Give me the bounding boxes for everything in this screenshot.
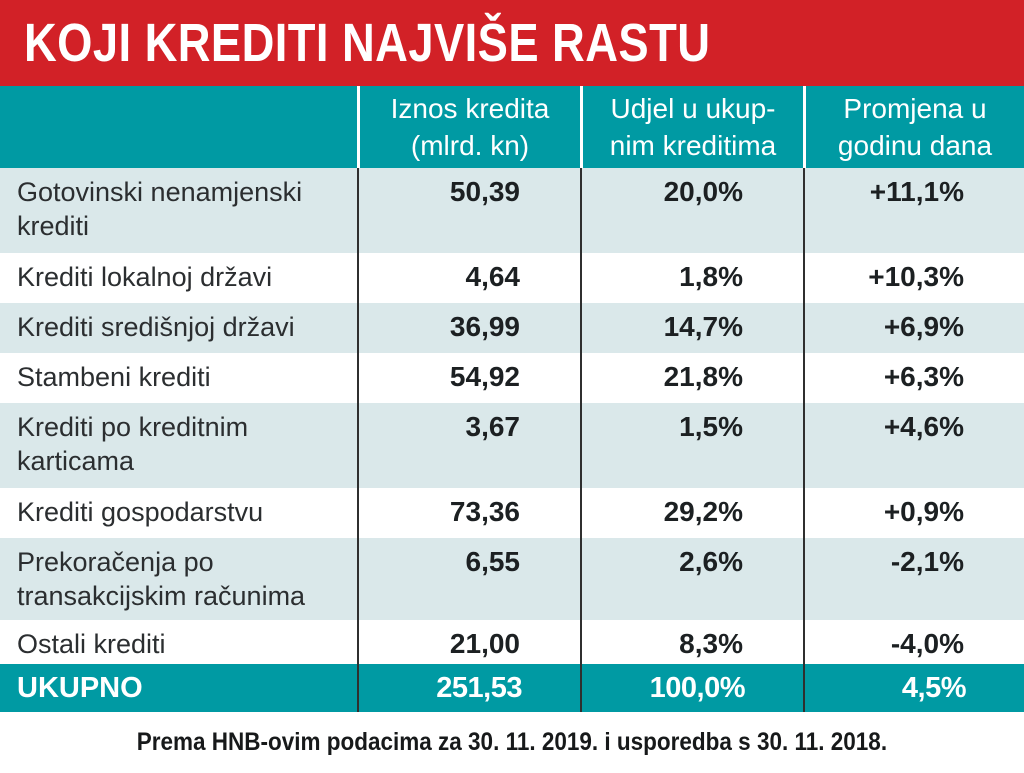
header-cell-empty	[0, 86, 357, 168]
header-share-line2: nim kreditima	[609, 130, 777, 161]
header-cell-amount: Iznos kredita (mlrd. kn)	[357, 86, 580, 168]
row-label: Gotovinski nenamjenski krediti	[17, 177, 303, 241]
row-change: +4,6%	[803, 403, 1024, 488]
header-amount-line2: (mlrd. kn)	[410, 130, 530, 161]
row-change: +6,9%	[803, 303, 1024, 353]
row-amount: 54,92	[357, 353, 580, 403]
row-amount: 3,67	[357, 403, 580, 488]
row-label: Ostali krediti	[17, 629, 166, 659]
row-share: 14,7%	[580, 303, 803, 353]
table-row: Prekoračenja po transakcijskim računima …	[0, 538, 1024, 620]
header-amount-line1: Iznos kredita	[390, 93, 550, 124]
row-amount: 50,39	[357, 168, 580, 253]
row-amount: 6,55	[357, 538, 580, 620]
table-row: Stambeni krediti 54,92 21,8% +6,3%	[0, 353, 1024, 403]
row-change: +11,1%	[803, 168, 1024, 253]
row-share: 8,3%	[580, 620, 803, 664]
row-label: Krediti lokalnoj državi	[17, 262, 273, 292]
title-banner: KOJI KREDITI NAJVIŠE RASTU	[0, 0, 1024, 86]
row-amount: 4,64	[357, 253, 580, 303]
row-share: 21,8%	[580, 353, 803, 403]
page-title: KOJI KREDITI NAJVIŠE RASTU	[24, 13, 711, 73]
row-change: +0,9%	[803, 488, 1024, 538]
table-row: Krediti lokalnoj državi 4,64 1,8% +10,3%	[0, 253, 1024, 303]
row-change: -2,1%	[803, 538, 1024, 620]
header-share-line1: Udjel u ukup-	[610, 93, 776, 124]
source-note-text: Prema HNB-ovim podacima za 30. 11. 2019.…	[136, 728, 888, 756]
row-share: 2,6%	[580, 538, 803, 620]
header-cell-share: Udjel u ukup- nim kreditima	[580, 86, 803, 168]
header-change-line1: Promjena u	[843, 93, 987, 124]
row-change: -4,0%	[803, 620, 1024, 664]
total-change: 4,5%	[803, 664, 1024, 712]
table-row: Krediti središnjoj državi 36,99 14,7% +6…	[0, 303, 1024, 353]
table-row: Ostali krediti 21,00 8,3% -4,0%	[0, 620, 1024, 664]
table-row: Krediti gospodarstvu 73,36 29,2% +0,9%	[0, 488, 1024, 538]
row-label: Krediti po kreditnim karticama	[17, 412, 249, 476]
row-share: 1,8%	[580, 253, 803, 303]
table-header-row: Iznos kredita (mlrd. kn) Udjel u ukup- n…	[0, 86, 1024, 168]
table-total-row: UKUPNO 251,53 100,0% 4,5%	[0, 664, 1024, 712]
source-note: Prema HNB-ovim podacima za 30. 11. 2019.…	[0, 712, 1024, 773]
row-label: Stambeni krediti	[17, 362, 211, 392]
row-share: 1,5%	[580, 403, 803, 488]
row-share: 20,0%	[580, 168, 803, 253]
row-change: +10,3%	[803, 253, 1024, 303]
row-amount: 21,00	[357, 620, 580, 664]
row-label: Prekoračenja po transakcijskim računima	[17, 547, 306, 611]
row-amount: 73,36	[357, 488, 580, 538]
row-amount: 36,99	[357, 303, 580, 353]
total-amount: 251,53	[357, 664, 580, 712]
table-row: Krediti po kreditnim karticama 3,67 1,5%…	[0, 403, 1024, 488]
row-label: Krediti gospodarstvu	[17, 497, 264, 527]
row-label: Krediti središnjoj državi	[17, 312, 295, 342]
row-change: +6,3%	[803, 353, 1024, 403]
total-label: UKUPNO	[17, 672, 143, 704]
total-share: 100,0%	[580, 664, 803, 712]
header-change-line2: godinu dana	[837, 130, 993, 161]
header-cell-change: Promjena u godinu dana	[803, 86, 1024, 168]
row-share: 29,2%	[580, 488, 803, 538]
table-row: Gotovinski nenamjenski krediti 50,39 20,…	[0, 168, 1024, 253]
